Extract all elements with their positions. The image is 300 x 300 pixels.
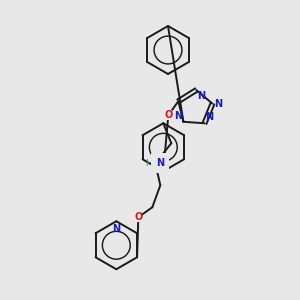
Text: N: N (112, 224, 120, 234)
Text: N: N (206, 112, 214, 122)
Text: O: O (164, 110, 172, 120)
Text: N: N (156, 158, 164, 168)
Text: N: N (174, 111, 182, 121)
Text: N: N (197, 91, 206, 101)
Text: O: O (134, 212, 142, 222)
Text: H: H (146, 159, 152, 168)
Text: N: N (214, 99, 223, 109)
